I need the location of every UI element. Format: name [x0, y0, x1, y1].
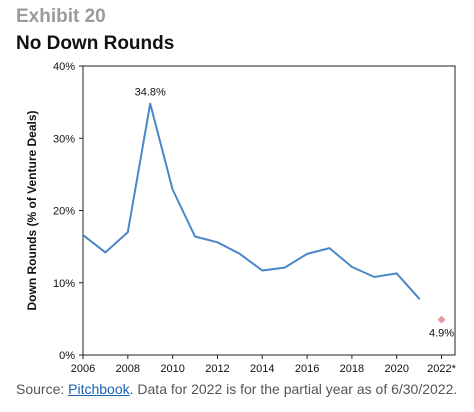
source-suffix: . Data for 2022 is for the partial year … [129, 381, 458, 397]
data-label: 34.8% [135, 87, 166, 99]
x-tick-label: 2010 [160, 363, 184, 375]
y-tick-label: 0% [59, 350, 75, 362]
y-tick-label: 20% [53, 206, 75, 218]
source-prefix: Source: [16, 381, 69, 397]
line-chart: 0% 10% 20% 30% 40% 2006 2008 2010 2012 2014 2016 20… [25, 61, 457, 375]
x-tick-label: 2022* [427, 363, 456, 375]
source-note: Source: Pitchbook. Data for 2022 is for … [16, 381, 457, 397]
source-link[interactable]: Pitchbook [68, 381, 130, 397]
y-tick-label: 30% [53, 133, 75, 145]
y-tick-label: 10% [53, 278, 75, 290]
y-tick-label: 40% [53, 61, 75, 73]
chart-title: No Down Rounds [16, 33, 175, 54]
exhibit-number: Exhibit 20 [16, 6, 106, 27]
plot-frame [82, 65, 456, 356]
data-label: 4.9% [429, 328, 454, 340]
y-axis-label: Down Rounds (% of Venture Deals) [25, 110, 39, 310]
x-tick-label: 2006 [71, 363, 95, 375]
series-line [82, 102, 421, 300]
x-tick-label: 2016 [295, 363, 319, 375]
x-tick-label: 2012 [205, 363, 229, 375]
x-tick-label: 2008 [116, 363, 140, 375]
partial-year-marker [437, 315, 446, 324]
x-tick-label: 2018 [340, 363, 364, 375]
x-tick-label: 2014 [250, 363, 274, 375]
x-tick-label: 2020 [384, 363, 408, 375]
